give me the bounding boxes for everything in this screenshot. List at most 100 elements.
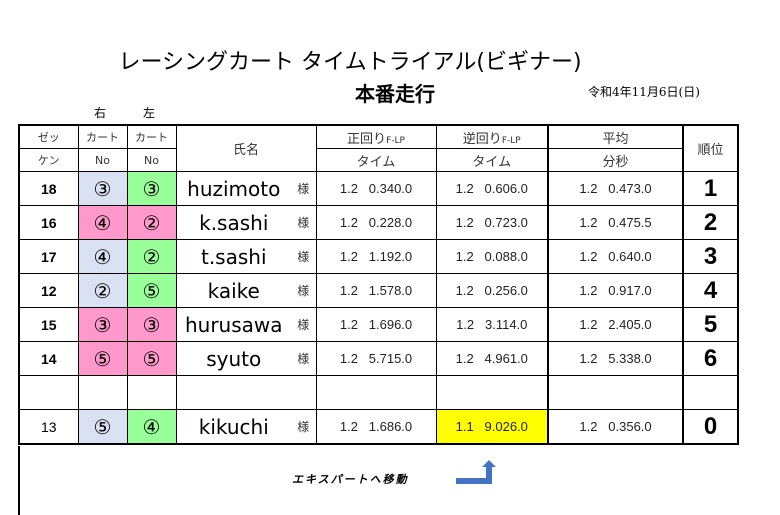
kart-left-cell: ⑤	[126, 273, 177, 308]
side-right-label: 右	[94, 106, 107, 120]
sheet-border	[18, 446, 20, 515]
table-row: 12 ② ⑤ kaike 様 1.2 1.578.0 1.2 0.256.0 1.2 0.91…	[18, 273, 739, 308]
header-reverse: 逆回りF-LP	[435, 124, 549, 149]
kart-left-cell: ②	[126, 239, 177, 274]
honorific-cell: 様	[291, 273, 317, 308]
kart-left-cell: ③	[126, 307, 177, 342]
table-row: 18 ③ ③ huzimoto 様 1.2 0.340.0 1.2 0.606.0 1.2 0…	[18, 171, 739, 206]
forward-time-cell: 1.2 1.686.0	[315, 409, 437, 445]
kart-right-cell: ④	[77, 205, 128, 240]
header-forward-sub: F-LP	[386, 135, 405, 146]
name-cell: huzimoto	[175, 171, 291, 206]
kart-right-cell: ③	[77, 307, 128, 342]
name-cell: kikuchi	[175, 409, 291, 445]
page-subtitle: 本番走行	[355, 82, 435, 106]
name-cell: syuto	[175, 341, 291, 376]
reverse-time-cell: 1.2 3.114.0	[435, 307, 549, 342]
header-kart-right-no: No	[77, 148, 128, 172]
kart-right-cell: ④	[77, 239, 128, 274]
header-reverse-label: 逆回り	[462, 131, 502, 147]
header-avg: 平均	[547, 124, 684, 149]
kart-left-cell: ③	[126, 171, 177, 206]
avg-time-cell: 1.2 0.640.0	[547, 239, 684, 274]
reverse-time-cell: 1.2 0.606.0	[435, 171, 549, 206]
zekken-cell: 12	[18, 273, 79, 308]
honorific-cell: 様	[291, 239, 317, 274]
header-zekken-2: ケン	[18, 148, 79, 172]
forward-time-cell: 1.2 1.578.0	[315, 273, 437, 308]
reverse-time-cell: 1.2 0.256.0	[435, 273, 549, 308]
rank-cell	[682, 375, 739, 410]
header-kart-right-1: カート	[77, 124, 128, 149]
zekken-cell: 15	[18, 307, 79, 342]
rank-cell: 6	[682, 341, 739, 376]
avg-time-cell	[547, 375, 684, 410]
expert-link[interactable]: エキスパートへ移動	[292, 473, 409, 486]
honorific-cell: 様	[291, 409, 317, 445]
avg-time-cell: 1.2 0.473.0	[547, 171, 684, 206]
results-table: ゼッ カート カート 氏名 正回りF-LP 逆回りF-LP 平均 順位 ケン N…	[18, 124, 739, 445]
header-rank: 順位	[682, 124, 739, 172]
header-kart-left-no: No	[126, 148, 177, 172]
kart-right-cell: ⑤	[77, 409, 128, 445]
rank-cell: 2	[682, 205, 739, 240]
kart-left-cell	[126, 375, 177, 410]
avg-time-cell: 1.2 0.356.0	[547, 409, 684, 445]
header-reverse-time: タイム	[435, 148, 549, 172]
honorific-cell	[291, 375, 317, 410]
rank-cell: 5	[682, 307, 739, 342]
table-row: 13 ⑤ ④ kikuchi 様 1.2 1.686.0 1.1 9.026.0 1.2 0.…	[18, 409, 739, 445]
header-kart-left-1: カート	[126, 124, 177, 149]
name-cell: t.sashi	[175, 239, 291, 274]
zekken-cell: 16	[18, 205, 79, 240]
kart-right-cell: ③	[77, 171, 128, 206]
zekken-cell	[18, 375, 79, 410]
table-row: 17 ④ ② t.sashi 様 1.2 1.192.0 1.2 0.088.0 1.2 0.…	[18, 239, 739, 274]
zekken-cell: 14	[18, 341, 79, 376]
rank-cell: 3	[682, 239, 739, 274]
forward-time-cell: 1.2 0.340.0	[315, 171, 437, 206]
header-reverse-sub: F-LP	[501, 135, 521, 146]
honorific-cell: 様	[291, 171, 317, 206]
event-date: 令和4年11月6日(日)	[588, 85, 700, 99]
side-left-label: 左	[143, 106, 156, 120]
table-row: 15 ③ ③ hurusawa 様 1.2 1.696.0 1.2 3.114.0 1.2 2…	[18, 307, 739, 342]
reverse-time-cell: 1.2 0.088.0	[435, 239, 549, 274]
forward-time-cell: 1.2 5.715.0	[315, 341, 437, 376]
kart-left-cell: ⑤	[126, 341, 177, 376]
turn-up-arrow-icon[interactable]	[456, 459, 500, 487]
forward-time-cell: 1.2 1.192.0	[315, 239, 437, 274]
avg-time-cell: 1.2 2.405.0	[547, 307, 684, 342]
table-row: 14 ⑤ ⑤ syuto 様 1.2 5.715.0 1.2 4.961.0 1.2 5.33…	[18, 341, 739, 376]
header-forward-time: タイム	[315, 148, 437, 172]
zekken-cell: 13	[18, 409, 79, 445]
avg-time-cell: 1.2 5.338.0	[547, 341, 684, 376]
zekken-cell: 18	[18, 171, 79, 206]
kart-left-cell: ②	[126, 205, 177, 240]
kart-right-cell	[77, 375, 128, 410]
name-cell	[175, 375, 291, 410]
reverse-time-cell: 1.1 9.026.0	[435, 409, 549, 445]
header-forward: 正回りF-LP	[315, 124, 437, 149]
table-row: 16 ④ ② k.sashi 様 1.2 0.228.0 1.2 0.723.0 1.2 0.…	[18, 205, 739, 240]
honorific-cell: 様	[291, 307, 317, 342]
page-title: レーシングカート タイムトライアル(ビギナー)	[118, 50, 582, 75]
blank-row	[18, 375, 739, 410]
reverse-time-cell: 1.2 0.723.0	[435, 205, 549, 240]
avg-time-cell: 1.2 0.475.5	[547, 205, 684, 240]
avg-time-cell: 1.2 0.917.0	[547, 273, 684, 308]
honorific-cell: 様	[291, 341, 317, 376]
name-cell: k.sashi	[175, 205, 291, 240]
kart-right-cell: ②	[77, 273, 128, 308]
header-forward-label: 正回り	[347, 131, 387, 147]
honorific-cell: 様	[291, 205, 317, 240]
reverse-time-cell: 1.2 4.961.0	[435, 341, 549, 376]
name-cell: hurusawa	[175, 307, 291, 342]
header-name: 氏名	[175, 124, 317, 172]
rank-cell: 1	[682, 171, 739, 206]
kart-left-cell: ④	[126, 409, 177, 445]
forward-time-cell: 1.2 1.696.0	[315, 307, 437, 342]
header-zekken-1: ゼッ	[18, 124, 79, 149]
rank-cell: 4	[682, 273, 739, 308]
header-avg-unit: 分秒	[547, 148, 684, 172]
